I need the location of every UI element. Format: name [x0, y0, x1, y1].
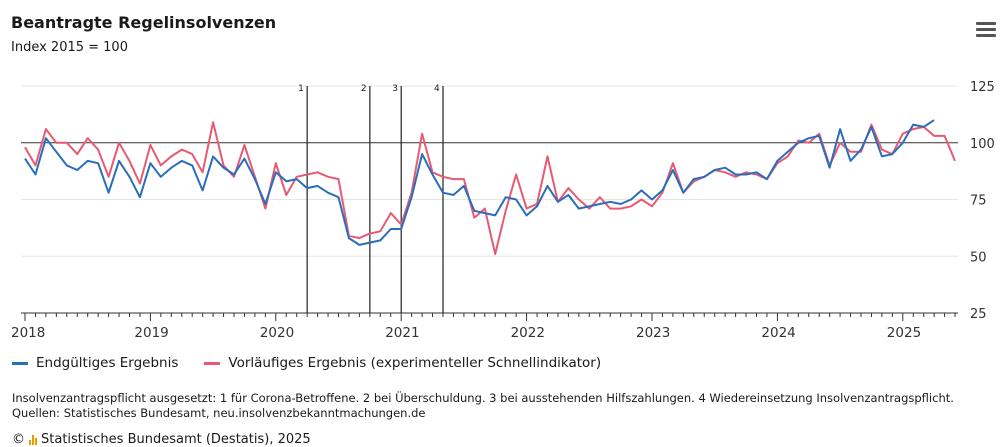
chart-title: Beantragte Regelinsolvenzen — [11, 13, 277, 32]
source-note: Quellen: Statistisches Bundesamt, neu.in… — [12, 406, 426, 420]
x-tick-label-2018: 2018 — [11, 325, 45, 341]
y-tick-label-100: 100 — [970, 137, 995, 152]
y-tick-label-75: 75 — [970, 194, 987, 209]
series-line-final — [24, 119, 935, 246]
y-tick-label-50: 50 — [970, 250, 987, 265]
x-tick-label-2025: 2025 — [887, 325, 921, 341]
y-tick-label-125: 125 — [970, 80, 995, 95]
legend-item-preliminary[interactable]: Vorläufiges Ergebnis (experimenteller Sc… — [204, 355, 601, 371]
series-line-preliminary — [24, 121, 956, 255]
copyright-symbol: © — [12, 432, 25, 447]
hamburger-menu-icon[interactable] — [976, 22, 996, 40]
marker-label-4: 4 — [434, 84, 440, 94]
legend-label-final: Endgültiges Ergebnis — [36, 355, 179, 371]
legend-swatch-final — [12, 361, 28, 365]
x-tick-label-2020: 2020 — [260, 325, 294, 341]
x-tick-label-2021: 2021 — [385, 325, 419, 341]
marker-label-2: 2 — [361, 84, 367, 94]
destatis-logo-icon — [29, 434, 37, 445]
credit-line: © Statistisches Bundesamt (Destatis), 20… — [12, 432, 311, 447]
legend-swatch-preliminary — [204, 361, 221, 365]
x-tick-label-2023: 2023 — [636, 325, 670, 341]
line-chart: 25 50 75 100 125 2018 2019 2020 2021 2022 2023 2024… — [11, 80, 995, 341]
legend-item-final[interactable]: Endgültiges Ergebnis — [12, 355, 178, 371]
marker-label-3: 3 — [392, 84, 398, 94]
x-tick-label-2022: 2022 — [511, 325, 545, 341]
x-tick-label-2019: 2019 — [134, 325, 168, 341]
credit-text: Statistisches Bundesamt (Destatis), 2025 — [41, 432, 311, 447]
legend-label-preliminary: Vorläufiges Ergebnis (experimenteller Sc… — [228, 355, 602, 371]
chart-subtitle: Index 2015 = 100 — [11, 40, 128, 55]
marker-label-1: 1 — [298, 84, 304, 94]
footnote: Insolvenzantragspflicht ausgesetzt: 1 fü… — [12, 391, 954, 405]
chart-legend: Endgültiges Ergebnis Vorläufiges Ergebni… — [12, 355, 601, 371]
x-tick-label-2024: 2024 — [761, 325, 795, 341]
y-tick-label-25: 25 — [970, 307, 987, 322]
